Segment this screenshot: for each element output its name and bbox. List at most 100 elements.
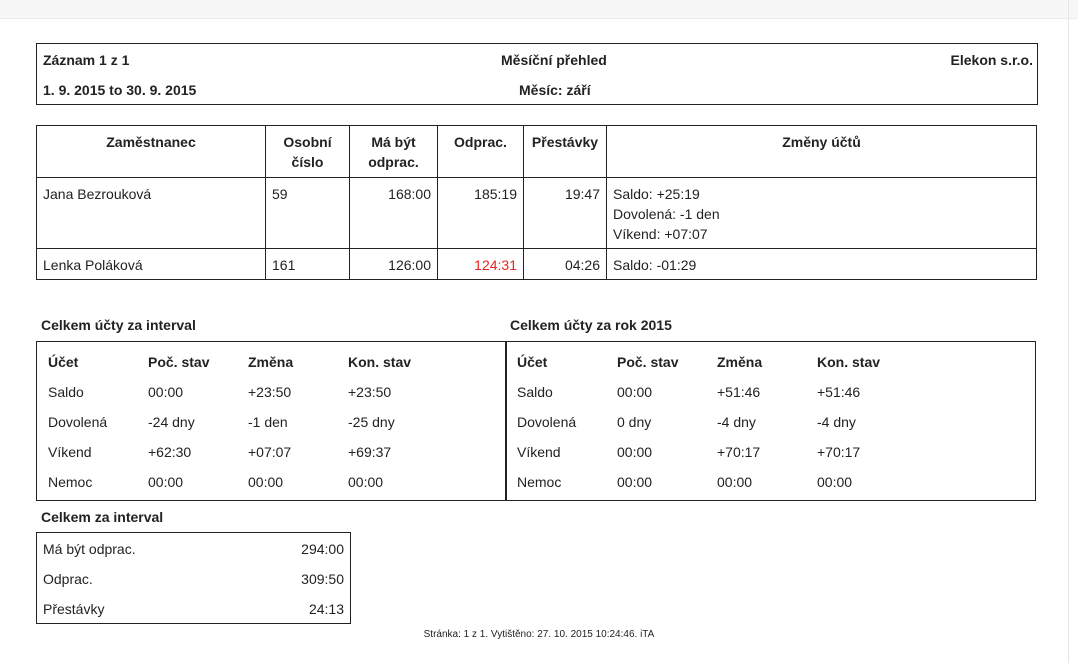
record-counter: Záznam 1 z 1 (43, 52, 130, 68)
worked-hours: 185:19 (437, 177, 524, 249)
change-value: 00:00 (248, 474, 284, 490)
col-header-breaks: Přestávky (523, 125, 607, 178)
start-value: 00:00 (148, 474, 184, 490)
employee-name: Jana Bezrouková (36, 177, 266, 249)
table-row: Víkend +62:30 +07:07 +69:37 (37, 437, 506, 467)
account-name: Nemoc (517, 474, 562, 490)
account-change-line: Dovolená: -1 den (613, 206, 720, 222)
col-header-personal-number: Osobní číslo (265, 125, 350, 178)
interval-accounts-title: Celkem účty za interval (41, 317, 196, 333)
table-row: Saldo 00:00 +51:46 +51:46 (506, 377, 1035, 407)
col-header-start: Poč. stav (617, 354, 679, 370)
col-header-end: Kon. stav (817, 354, 881, 370)
break-hours: 19:47 (523, 177, 607, 249)
personal-number: 161 (265, 248, 350, 280)
end-value: 00:00 (348, 474, 384, 490)
interval-totals-table: Má být odprac. 294:00 Odprac. 309:50 Pře… (36, 532, 351, 624)
change-value: +07:07 (248, 444, 292, 460)
table-row: Víkend 00:00 +70:17 +70:17 (506, 437, 1035, 467)
change-value: -4 dny (717, 414, 756, 430)
start-value: 00:00 (617, 444, 653, 460)
start-value: 00:00 (617, 474, 653, 490)
table-row: Dovolená -24 dny -1 den -25 dny (37, 407, 506, 437)
start-value: -24 dny (148, 414, 195, 430)
table-row: Lenka Poláková 161 126:00 124:31 04:26 S… (36, 248, 1037, 280)
account-name: Víkend (517, 444, 561, 460)
planned-hours: 126:00 (349, 248, 438, 280)
start-value: 00:00 (148, 384, 184, 400)
end-value: +51:46 (817, 384, 861, 400)
end-value: +70:17 (817, 444, 861, 460)
report-header: Záznam 1 z 1 Měsíční přehled Elekon s.r.… (36, 43, 1038, 105)
page-footer: Stránka: 1 z 1. Vytištěno: 27. 10. 2015 … (423, 629, 655, 640)
employee-name: Lenka Poláková (36, 248, 266, 280)
planned-hours: 168:00 (349, 177, 438, 249)
break-hours: 04:26 (523, 248, 607, 280)
col-header-change: Změna (717, 354, 763, 370)
interval-accounts-header-row: Účet Poč. stav Změna Kon. stav (37, 347, 506, 377)
report-month: Měsíc: září (519, 82, 591, 98)
account-name: Saldo (48, 384, 84, 400)
col-header-account: Účet (48, 354, 79, 370)
employees-table: Zaměstnanec Osobní číslo Má být odprac. Od… (36, 125, 1037, 280)
report-title: Měsíční přehled (501, 52, 607, 68)
account-changes: Saldo: +25:19 Dovolená: -1 den Víkend: +… (606, 177, 1037, 249)
change-value: 00:00 (717, 474, 753, 490)
col-header-start: Poč. stav (148, 354, 210, 370)
change-value: +51:46 (717, 384, 761, 400)
table-row: Dovolená 0 dny -4 dny -4 dny (506, 407, 1035, 437)
start-value: 00:00 (617, 384, 653, 400)
personal-number: 59 (265, 177, 350, 249)
company-name: Elekon s.r.o. (950, 52, 1033, 68)
change-value: +23:50 (248, 384, 292, 400)
col-header-employee: Zaměstnanec (36, 125, 266, 178)
window-top-strip (0, 0, 1078, 19)
table-row: Jana Bezrouková 59 168:00 185:19 19:47 S… (36, 177, 1037, 249)
col-header-planned: Má být odprac. (349, 125, 438, 178)
change-value: +70:17 (717, 444, 761, 460)
account-name: Víkend (48, 444, 92, 460)
end-value: +69:37 (348, 444, 392, 460)
interval-accounts-table: Účet Poč. stav Změna Kon. stav Saldo 00:… (36, 341, 507, 501)
change-value: -1 den (248, 414, 288, 430)
table-row: Nemoc 00:00 00:00 00:00 (506, 467, 1035, 497)
total-label: Má být odprac. (43, 541, 136, 557)
table-row: Má být odprac. 294:00 (37, 534, 350, 564)
end-value: -4 dny (817, 414, 856, 430)
total-value: 294:00 (301, 541, 344, 557)
account-name: Dovolená (517, 414, 577, 430)
total-value: 24:13 (308, 601, 344, 617)
total-value: 309:50 (301, 571, 344, 587)
col-header-account: Účet (517, 354, 548, 370)
start-value: +62:30 (148, 444, 192, 460)
account-changes: Saldo: -01:29 (606, 248, 1037, 280)
total-label: Přestávky (43, 601, 105, 617)
employees-header-row: Zaměstnanec Osobní číslo Má být odprac. Od… (36, 125, 1037, 178)
col-header-account-changes: Změny účtů (606, 125, 1037, 178)
interval-totals-title: Celkem za interval (41, 509, 164, 525)
account-change-line: Saldo: -01:29 (613, 257, 697, 273)
end-value: +23:50 (348, 384, 392, 400)
end-value: 00:00 (817, 474, 853, 490)
start-value: 0 dny (617, 414, 652, 430)
report-period: 1. 9. 2015 to 30. 9. 2015 (43, 82, 197, 98)
end-value: -25 dny (348, 414, 395, 430)
table-row: Přestávky 24:13 (37, 594, 350, 624)
year-accounts-title: Celkem účty za rok 2015 (510, 317, 672, 333)
table-row: Odprac. 309:50 (37, 564, 350, 594)
year-accounts-header-row: Účet Poč. stav Změna Kon. stav (506, 347, 1035, 377)
worked-hours-below-plan: 124:31 (437, 248, 524, 280)
account-change-line: Saldo: +25:19 (613, 186, 700, 202)
col-header-worked: Odprac. (437, 125, 524, 178)
table-row: Saldo 00:00 +23:50 +23:50 (37, 377, 506, 407)
account-name: Saldo (517, 384, 553, 400)
total-label: Odprac. (43, 571, 93, 587)
table-row: Nemoc 00:00 00:00 00:00 (37, 467, 506, 497)
account-name: Dovolená (48, 414, 108, 430)
year-accounts-table: Účet Poč. stav Změna Kon. stav Saldo 00:… (505, 341, 1036, 501)
account-change-line: Víkend: +07:07 (613, 226, 708, 242)
page-edge-line (1068, 0, 1069, 663)
col-header-end: Kon. stav (348, 354, 412, 370)
col-header-change: Změna (248, 354, 294, 370)
account-name: Nemoc (48, 474, 93, 490)
